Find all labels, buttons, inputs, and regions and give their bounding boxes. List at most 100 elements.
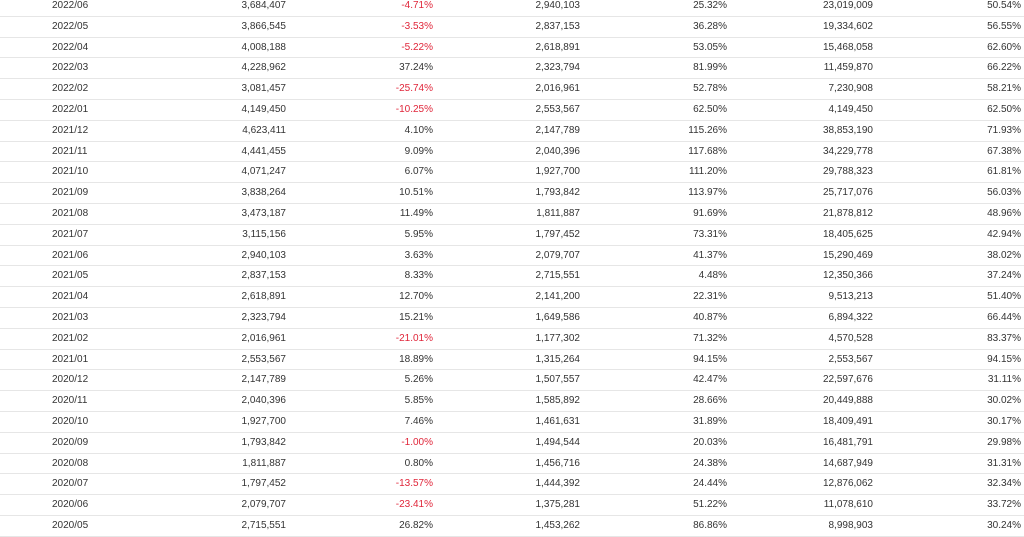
cell-mom-change: 5.26%: [404, 374, 433, 386]
cell-cumulative-yoy: 66.44%: [987, 311, 1021, 323]
cell-revenue: 3,684,407: [241, 0, 287, 11]
cell-last-year-revenue: 2,940,103: [535, 0, 581, 11]
cell-yoy-change: 42.47%: [693, 374, 727, 386]
cell-revenue: 2,940,103: [241, 249, 287, 261]
table-row: 2021/01 2,553,567 18.89% 1,315,264 94.15% 2,5…: [0, 350, 1024, 371]
cell-last-year-revenue: 1,375,281: [535, 499, 581, 511]
cell-yoy-change: 28.66%: [693, 395, 727, 407]
cell-cumulative-revenue: 14,687,949: [822, 457, 873, 469]
cell-cumulative-yoy: 29.98%: [987, 436, 1021, 448]
cell-yoy-change: 41.37%: [693, 249, 727, 261]
cell-month: 2021/09: [52, 187, 89, 199]
table-row: 2021/02 2,016,961 -21.01% 1,177,302 71.32% 4,…: [0, 329, 1024, 350]
cell-cumulative-yoy: 31.31%: [987, 457, 1021, 469]
cell-cumulative-yoy: 83.37%: [987, 332, 1021, 344]
cell-yoy-change: 94.15%: [693, 353, 727, 365]
cell-yoy-change: 91.69%: [693, 207, 727, 219]
cell-cumulative-revenue: 18,405,625: [822, 228, 873, 240]
cell-cumulative-yoy: 66.22%: [987, 62, 1021, 74]
cell-cumulative-yoy: 30.17%: [987, 415, 1021, 427]
cell-cumulative-revenue: 9,513,213: [828, 291, 874, 303]
cell-mom-change: -10.25%: [395, 103, 433, 115]
table-row: 2022/01 4,149,450 -10.25% 2,553,567 62.50% 4,…: [0, 100, 1024, 121]
cell-month: 2020/11: [52, 395, 88, 407]
cell-revenue: 1,793,842: [241, 436, 287, 448]
cell-mom-change: 8.33%: [404, 270, 433, 282]
table-row: 2021/11 4,441,455 9.09% 2,040,396 117.68% 34,…: [0, 142, 1024, 163]
cell-cumulative-yoy: 37.24%: [987, 270, 1021, 282]
cell-cumulative-revenue: 7,230,908: [828, 83, 874, 95]
cell-cumulative-revenue: 20,449,888: [822, 395, 873, 407]
cell-cumulative-revenue: 19,334,602: [822, 20, 873, 32]
cell-month: 2022/05: [52, 20, 89, 32]
cell-cumulative-yoy: 30.24%: [987, 519, 1021, 531]
cell-last-year-revenue: 2,323,794: [535, 62, 581, 74]
table-row: 2021/09 3,838,264 10.51% 1,793,842 113.97% 25…: [0, 183, 1024, 204]
cell-revenue: 3,838,264: [241, 187, 287, 199]
cell-revenue: 2,323,794: [241, 311, 287, 323]
cell-last-year-revenue: 2,016,961: [535, 83, 581, 95]
cell-cumulative-revenue: 11,078,610: [823, 499, 873, 511]
cell-last-year-revenue: 1,507,557: [535, 374, 581, 386]
cell-revenue: 2,147,789: [241, 374, 287, 386]
cell-month: 2021/02: [52, 332, 89, 344]
cell-mom-change: 37.24%: [399, 62, 433, 74]
table-row: 2021/06 2,940,103 3.63% 2,079,707 41.37% 15,2…: [0, 246, 1024, 267]
cell-last-year-revenue: 1,453,262: [535, 519, 581, 531]
cell-revenue: 4,149,450: [241, 103, 287, 115]
cell-last-year-revenue: 2,040,396: [535, 145, 581, 157]
cell-cumulative-revenue: 12,350,366: [822, 270, 873, 282]
cell-cumulative-revenue: 38,853,190: [822, 124, 873, 136]
cell-revenue: 4,071,247: [241, 166, 287, 178]
table-row: 2020/06 2,079,707 -23.41% 1,375,281 51.22% 11…: [0, 495, 1024, 516]
table-row: 2020/11 2,040,396 5.85% 1,585,892 28.66% 20,4…: [0, 391, 1024, 412]
cell-cumulative-yoy: 38.02%: [987, 249, 1021, 261]
table-row: 2022/02 3,081,457 -25.74% 2,016,961 52.78% 7,…: [0, 79, 1024, 100]
cell-cumulative-yoy: 58.21%: [987, 83, 1021, 95]
cell-last-year-revenue: 2,141,200: [535, 291, 581, 303]
cell-yoy-change: 73.31%: [693, 228, 727, 240]
cell-last-year-revenue: 2,553,567: [535, 103, 581, 115]
cell-last-year-revenue: 2,715,551: [535, 270, 581, 282]
cell-cumulative-yoy: 32.34%: [987, 478, 1021, 490]
cell-month: 2020/06: [52, 499, 89, 511]
cell-cumulative-revenue: 22,597,676: [822, 374, 873, 386]
cell-cumulative-revenue: 34,229,778: [822, 145, 873, 157]
cell-last-year-revenue: 2,837,153: [535, 20, 581, 32]
cell-yoy-change: 81.99%: [693, 62, 727, 74]
cell-cumulative-revenue: 21,878,812: [822, 207, 873, 219]
cell-yoy-change: 51.22%: [693, 499, 727, 511]
cell-mom-change: 9.09%: [404, 145, 433, 157]
cell-revenue: 1,927,700: [241, 415, 287, 427]
cell-mom-change: 26.82%: [399, 519, 433, 531]
cell-cumulative-yoy: 51.40%: [987, 291, 1021, 303]
cell-revenue: 2,837,153: [241, 270, 287, 282]
cell-cumulative-yoy: 62.60%: [987, 41, 1021, 53]
cell-month: 2020/10: [52, 415, 89, 427]
cell-mom-change: -3.53%: [401, 20, 433, 32]
cell-cumulative-yoy: 48.96%: [987, 207, 1021, 219]
cell-cumulative-yoy: 33.72%: [987, 499, 1021, 511]
cell-last-year-revenue: 1,585,892: [535, 395, 581, 407]
cell-cumulative-revenue: 11,459,870: [823, 62, 873, 74]
cell-revenue: 1,811,887: [242, 457, 286, 469]
cell-month: 2020/09: [52, 436, 89, 448]
cell-yoy-change: 115.26%: [688, 124, 727, 136]
cell-month: 2022/02: [52, 83, 89, 95]
cell-mom-change: 18.89%: [399, 353, 433, 365]
cell-month: 2020/08: [52, 457, 89, 469]
cell-revenue: 4,623,411: [242, 124, 286, 136]
cell-revenue: 2,618,891: [241, 291, 287, 303]
cell-cumulative-yoy: 94.15%: [987, 353, 1021, 365]
cell-yoy-change: 62.50%: [693, 103, 727, 115]
cell-cumulative-revenue: 18,409,491: [822, 415, 873, 427]
cell-cumulative-yoy: 67.38%: [987, 145, 1021, 157]
cell-cumulative-revenue: 8,998,903: [828, 519, 874, 531]
cell-yoy-change: 4.48%: [698, 270, 727, 282]
cell-cumulative-yoy: 31.11%: [987, 374, 1021, 386]
cell-mom-change: 5.85%: [404, 395, 433, 407]
cell-mom-change: 5.95%: [404, 228, 433, 240]
cell-month: 2021/03: [52, 311, 89, 323]
cell-last-year-revenue: 2,079,707: [535, 249, 581, 261]
cell-cumulative-revenue: 15,290,469: [822, 249, 873, 261]
